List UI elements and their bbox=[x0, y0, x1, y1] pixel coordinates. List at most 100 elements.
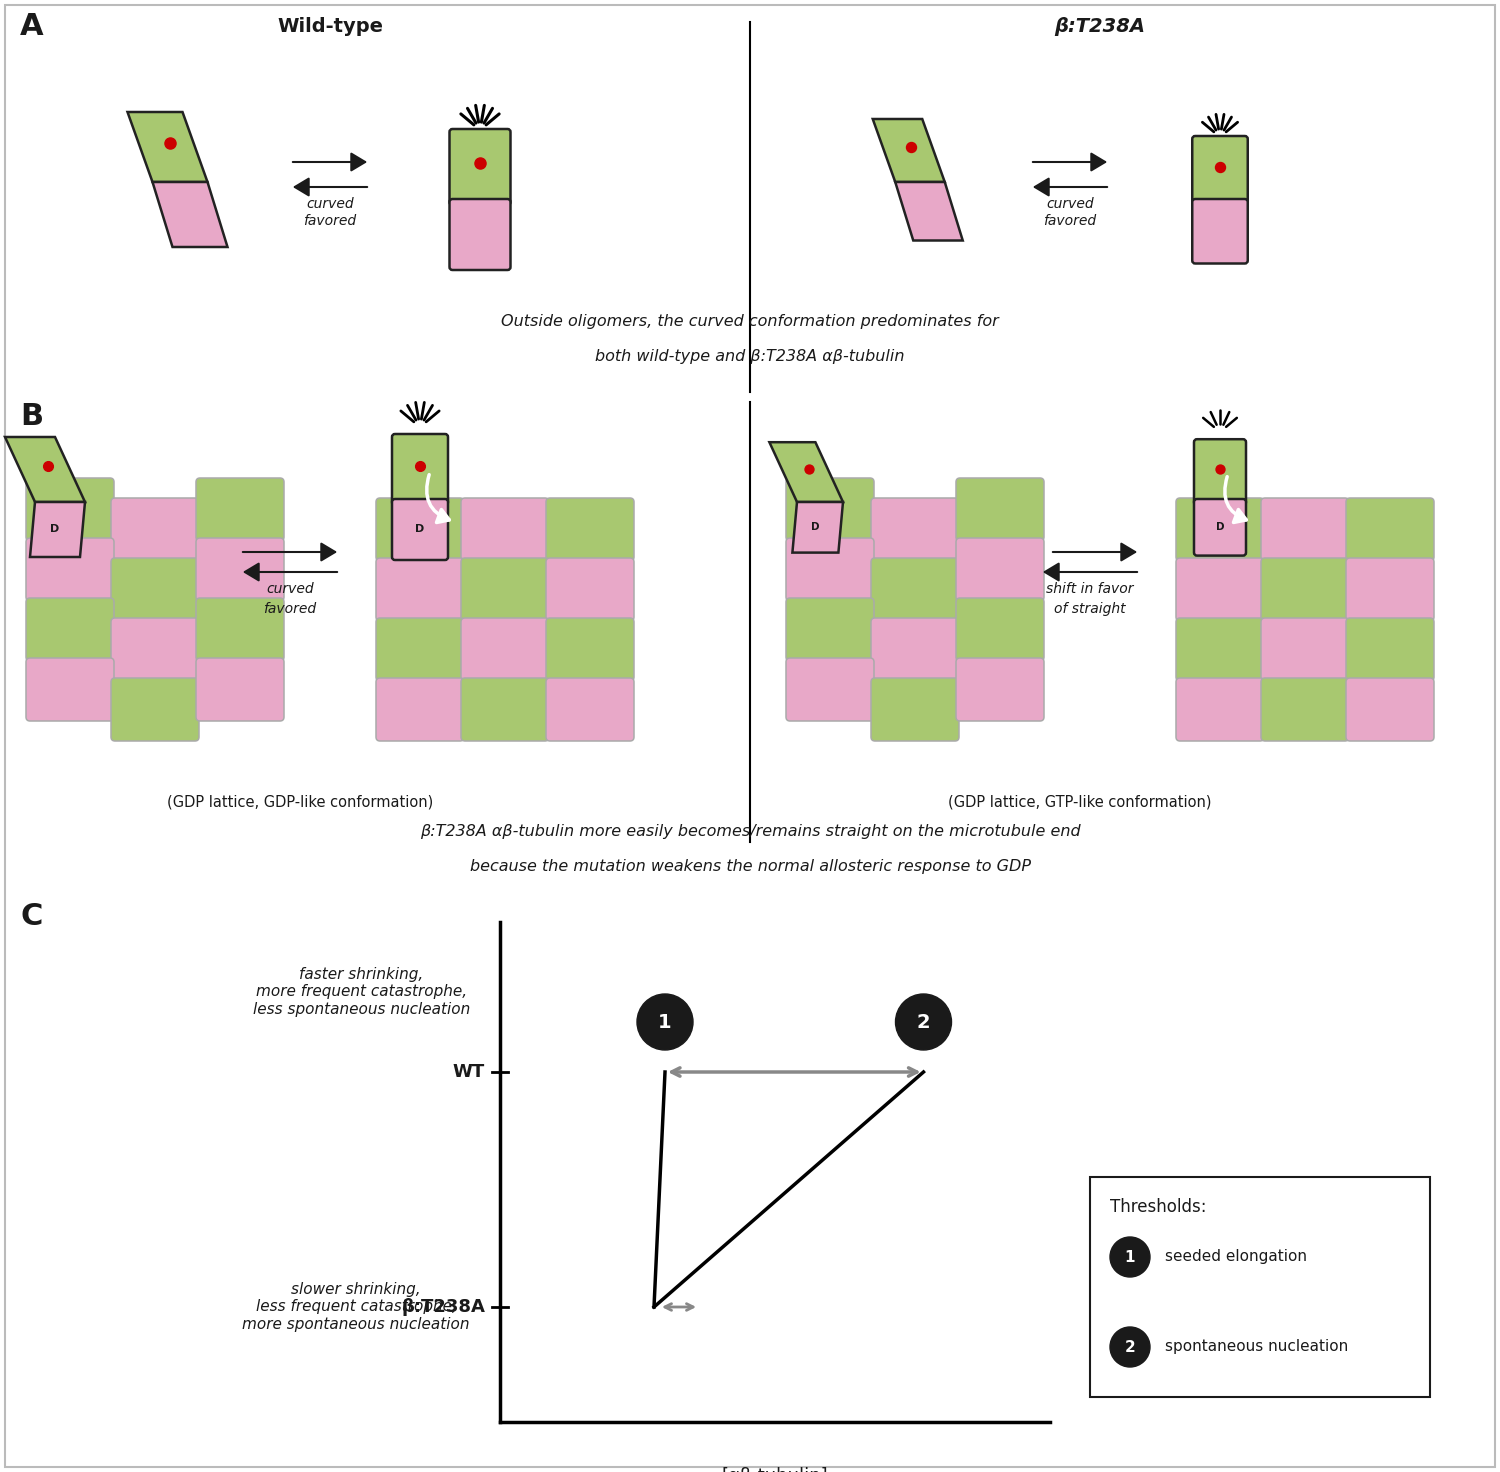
FancyBboxPatch shape bbox=[1192, 199, 1248, 263]
FancyBboxPatch shape bbox=[1176, 618, 1264, 682]
Polygon shape bbox=[4, 437, 86, 502]
FancyBboxPatch shape bbox=[1090, 1178, 1430, 1397]
Polygon shape bbox=[770, 442, 843, 502]
Text: D: D bbox=[51, 524, 60, 534]
FancyBboxPatch shape bbox=[546, 558, 634, 621]
Text: D: D bbox=[812, 523, 819, 533]
FancyBboxPatch shape bbox=[1346, 679, 1434, 740]
Text: because the mutation weakens the normal allosteric response to GDP: because the mutation weakens the normal … bbox=[470, 860, 1030, 874]
FancyBboxPatch shape bbox=[1176, 558, 1264, 621]
FancyBboxPatch shape bbox=[956, 658, 1044, 721]
FancyBboxPatch shape bbox=[450, 199, 510, 269]
FancyBboxPatch shape bbox=[376, 618, 464, 682]
Text: β:T238A: β:T238A bbox=[400, 1298, 484, 1316]
Circle shape bbox=[896, 994, 951, 1050]
FancyBboxPatch shape bbox=[956, 537, 1044, 601]
FancyBboxPatch shape bbox=[1346, 558, 1434, 621]
FancyBboxPatch shape bbox=[1194, 439, 1246, 505]
Text: A: A bbox=[20, 12, 44, 41]
FancyBboxPatch shape bbox=[786, 537, 874, 601]
FancyBboxPatch shape bbox=[1176, 679, 1264, 740]
FancyBboxPatch shape bbox=[196, 537, 284, 601]
FancyBboxPatch shape bbox=[450, 130, 510, 205]
Text: of straight: of straight bbox=[1054, 602, 1126, 615]
FancyBboxPatch shape bbox=[546, 679, 634, 740]
Text: 1: 1 bbox=[658, 1013, 672, 1032]
Text: Outside oligomers, the curved conformation predominates for: Outside oligomers, the curved conformati… bbox=[501, 315, 999, 330]
Text: Thresholds:: Thresholds: bbox=[1110, 1198, 1206, 1216]
Polygon shape bbox=[128, 112, 207, 183]
Text: 2: 2 bbox=[1125, 1340, 1136, 1354]
FancyBboxPatch shape bbox=[1262, 558, 1348, 621]
FancyBboxPatch shape bbox=[376, 498, 464, 561]
Text: D: D bbox=[416, 524, 424, 534]
FancyBboxPatch shape bbox=[26, 658, 114, 721]
Text: 2: 2 bbox=[916, 1013, 930, 1032]
FancyBboxPatch shape bbox=[376, 558, 464, 621]
FancyBboxPatch shape bbox=[460, 618, 549, 682]
FancyBboxPatch shape bbox=[871, 498, 958, 561]
FancyBboxPatch shape bbox=[392, 434, 448, 505]
FancyBboxPatch shape bbox=[546, 618, 634, 682]
Text: curved: curved bbox=[306, 197, 354, 210]
Text: [αβ-tubulin]: [αβ-tubulin] bbox=[722, 1468, 828, 1472]
Polygon shape bbox=[792, 502, 843, 552]
FancyBboxPatch shape bbox=[111, 498, 200, 561]
Text: Wild-type: Wild-type bbox=[278, 18, 382, 35]
Polygon shape bbox=[153, 183, 228, 247]
Text: B: B bbox=[20, 402, 44, 431]
FancyBboxPatch shape bbox=[1192, 135, 1248, 205]
FancyBboxPatch shape bbox=[196, 478, 284, 542]
Circle shape bbox=[1110, 1326, 1150, 1367]
Text: seeded elongation: seeded elongation bbox=[1166, 1250, 1306, 1264]
Polygon shape bbox=[30, 502, 86, 556]
Text: slower shrinking,
less frequent catastrophe,
more spontaneous nucleation: slower shrinking, less frequent catastro… bbox=[243, 1282, 470, 1332]
FancyBboxPatch shape bbox=[1176, 498, 1264, 561]
Text: β:T238A αβ-tubulin more easily becomes/remains straight on the microtubule end: β:T238A αβ-tubulin more easily becomes/r… bbox=[420, 824, 1080, 839]
FancyBboxPatch shape bbox=[786, 658, 874, 721]
FancyBboxPatch shape bbox=[1346, 498, 1434, 561]
Text: faster shrinking,
more frequent catastrophe,
less spontaneous nucleation: faster shrinking, more frequent catastro… bbox=[252, 967, 470, 1017]
FancyBboxPatch shape bbox=[111, 679, 200, 740]
FancyBboxPatch shape bbox=[196, 598, 284, 661]
Text: spontaneous nucleation: spontaneous nucleation bbox=[1166, 1340, 1348, 1354]
FancyBboxPatch shape bbox=[1194, 499, 1246, 555]
FancyBboxPatch shape bbox=[956, 598, 1044, 661]
FancyBboxPatch shape bbox=[1262, 498, 1348, 561]
FancyBboxPatch shape bbox=[1262, 618, 1348, 682]
Text: D: D bbox=[1215, 523, 1224, 533]
Text: 1: 1 bbox=[1125, 1250, 1136, 1264]
Text: favored: favored bbox=[264, 602, 316, 615]
FancyBboxPatch shape bbox=[111, 558, 200, 621]
FancyBboxPatch shape bbox=[956, 478, 1044, 542]
FancyBboxPatch shape bbox=[196, 658, 284, 721]
Polygon shape bbox=[896, 183, 963, 240]
FancyBboxPatch shape bbox=[376, 679, 464, 740]
Text: favored: favored bbox=[303, 213, 357, 228]
Text: favored: favored bbox=[1044, 213, 1096, 228]
FancyBboxPatch shape bbox=[1262, 679, 1348, 740]
FancyBboxPatch shape bbox=[460, 679, 549, 740]
Text: both wild-type and β:T238A αβ-tubulin: both wild-type and β:T238A αβ-tubulin bbox=[596, 349, 904, 365]
Text: WT: WT bbox=[453, 1063, 484, 1080]
FancyBboxPatch shape bbox=[871, 618, 958, 682]
FancyBboxPatch shape bbox=[26, 598, 114, 661]
FancyBboxPatch shape bbox=[871, 558, 958, 621]
Text: (GDP lattice, GTP-like conformation): (GDP lattice, GTP-like conformation) bbox=[948, 795, 1212, 810]
Text: curved: curved bbox=[266, 581, 314, 596]
Text: shift in favor: shift in favor bbox=[1047, 581, 1134, 596]
FancyBboxPatch shape bbox=[1346, 618, 1434, 682]
FancyBboxPatch shape bbox=[786, 598, 874, 661]
FancyBboxPatch shape bbox=[546, 498, 634, 561]
Text: C: C bbox=[20, 902, 42, 930]
FancyBboxPatch shape bbox=[871, 679, 958, 740]
Text: (GDP lattice, GDP-like conformation): (GDP lattice, GDP-like conformation) bbox=[166, 795, 434, 810]
FancyBboxPatch shape bbox=[786, 478, 874, 542]
FancyBboxPatch shape bbox=[460, 558, 549, 621]
FancyBboxPatch shape bbox=[392, 499, 448, 559]
Polygon shape bbox=[873, 119, 945, 183]
FancyBboxPatch shape bbox=[26, 478, 114, 542]
Text: curved: curved bbox=[1046, 197, 1094, 210]
FancyBboxPatch shape bbox=[111, 618, 200, 682]
FancyBboxPatch shape bbox=[460, 498, 549, 561]
